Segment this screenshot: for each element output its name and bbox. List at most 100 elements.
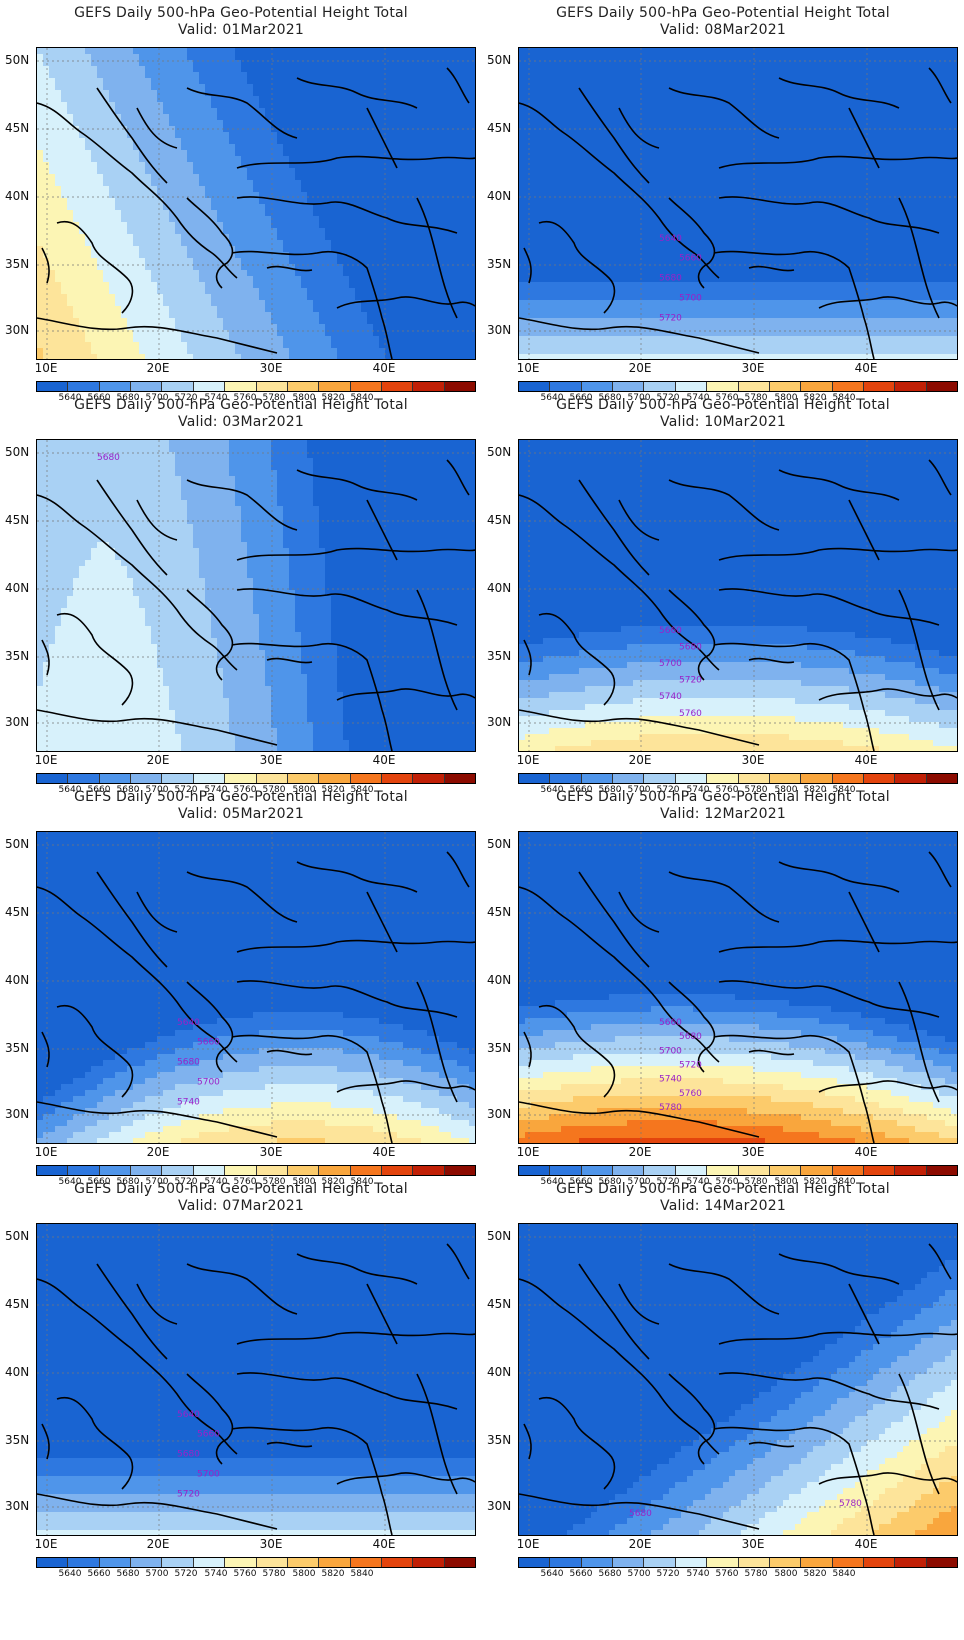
geopotential-map: 5680 5780 (518, 1223, 958, 1536)
coastline (366, 1283, 398, 1345)
colorbar-swatch (37, 1166, 69, 1175)
colorbar-swatch (801, 1166, 833, 1175)
coastline (296, 469, 418, 501)
coastline (519, 709, 760, 746)
colorbar-label: 5680 (599, 785, 622, 795)
colorbar-swatch (801, 774, 833, 783)
colorbar-label: 5800 (775, 785, 798, 795)
colorbar-label: 5760 (716, 1569, 739, 1579)
coastline (136, 107, 178, 149)
coastline (37, 1278, 238, 1455)
coastline (523, 1031, 532, 1068)
colorbar-swatch (675, 382, 708, 391)
colorbar-swatch (613, 1558, 645, 1567)
colorbar-swatch (832, 1166, 864, 1175)
colorbar-label: 5820 (322, 1177, 345, 1187)
colorbar-label: 5700 (628, 785, 651, 795)
coastline (618, 1283, 660, 1325)
colorbar-label: 5640 (541, 393, 564, 403)
coastline (236, 547, 475, 561)
colorbar (518, 773, 958, 784)
longitude-label: 20E (629, 753, 652, 767)
latitude-label: 40N (487, 973, 517, 987)
coastline (519, 317, 760, 354)
coastline (778, 469, 900, 501)
coastline (713, 1034, 865, 1103)
coastline (266, 265, 313, 272)
map-panel: GEFS Daily 500-hPa Geo-Potential Height … (0, 392, 482, 802)
coastline (366, 107, 398, 169)
colorbar-swatch (519, 382, 551, 391)
coastline (713, 642, 865, 711)
coastline (416, 1373, 458, 1495)
coastline (37, 494, 238, 671)
colorbar-label: 5840 (833, 785, 856, 795)
contour-label: 5780 (659, 1103, 682, 1113)
colorbar-swatch (287, 1166, 320, 1175)
colorbar-swatch (863, 774, 896, 783)
colorbar-swatch (68, 382, 100, 391)
coastline (381, 709, 393, 751)
coastline (446, 851, 470, 888)
contour-label: 5640 (177, 1410, 200, 1420)
coastline (718, 196, 940, 234)
coastline (863, 709, 875, 751)
coastline (898, 981, 940, 1103)
longitude-label: 20E (629, 361, 652, 375)
coastline (668, 1373, 716, 1465)
coastline (96, 1263, 168, 1360)
coastline (523, 639, 532, 676)
colorbar-swatch (225, 1558, 257, 1567)
longitude-label: 30E (260, 1145, 283, 1159)
coastline (578, 871, 650, 968)
colorbar-label: 5820 (322, 1569, 345, 1579)
coastline (863, 317, 875, 359)
colorbar-label: 5840 (351, 785, 374, 795)
colorbar-label: 5660 (570, 393, 593, 403)
colorbar-label: 5680 (117, 1569, 140, 1579)
coastline (37, 709, 278, 746)
coastline (236, 588, 458, 626)
colorbar-swatch (644, 1166, 676, 1175)
contour-label: 5680 (679, 1032, 702, 1042)
colorbar-label: 5640 (59, 785, 82, 795)
colorbar-swatch (895, 1166, 927, 1175)
colorbar-label: 5780 (745, 1177, 768, 1187)
latitude-label: 30N (5, 715, 35, 729)
colorbar (36, 381, 476, 392)
colorbar-label: 5640 (59, 393, 82, 403)
coastline (778, 1253, 900, 1285)
colorbar-swatch (707, 1166, 739, 1175)
colorbar-label: 5680 (599, 393, 622, 403)
coastline (381, 1493, 393, 1535)
latitude-label: 35N (5, 1041, 35, 1055)
colorbar-swatch (550, 382, 582, 391)
colorbar-label: 5820 (804, 393, 827, 403)
colorbar-swatch (613, 774, 645, 783)
longitude-label: 30E (260, 1537, 283, 1551)
colorbar-label: 5840 (351, 1177, 374, 1187)
longitude-label: 20E (147, 753, 170, 767)
colorbar-swatch (287, 774, 320, 783)
panel-title: GEFS Daily 500-hPa Geo-Potential Height … (482, 397, 964, 414)
coastline (96, 479, 168, 576)
longitude-label: 10E (517, 361, 540, 375)
colorbar-label: 5640 (541, 1569, 564, 1579)
panel-title: GEFS Daily 500-hPa Geo-Potential Height … (482, 5, 964, 22)
geopotential-map: 5680 (36, 439, 476, 752)
colorbar-swatch (68, 774, 100, 783)
panel-title: GEFS Daily 500-hPa Geo-Potential Height … (482, 1181, 964, 1198)
colorbar-label: 5840 (351, 1569, 374, 1579)
coastline (718, 588, 940, 626)
coastline (136, 499, 178, 541)
coastline (618, 891, 660, 933)
colorbar-label: 5660 (88, 785, 111, 795)
panel-valid-date: Valid: 03Mar2021 (0, 414, 482, 431)
colorbar-swatch (738, 774, 770, 783)
colorbar (36, 773, 476, 784)
contour-label: 5660 (679, 254, 702, 264)
latitude-label: 35N (5, 1433, 35, 1447)
coastline (538, 1397, 616, 1490)
coastline (519, 1493, 760, 1530)
colorbar-label: 5720 (657, 1569, 680, 1579)
